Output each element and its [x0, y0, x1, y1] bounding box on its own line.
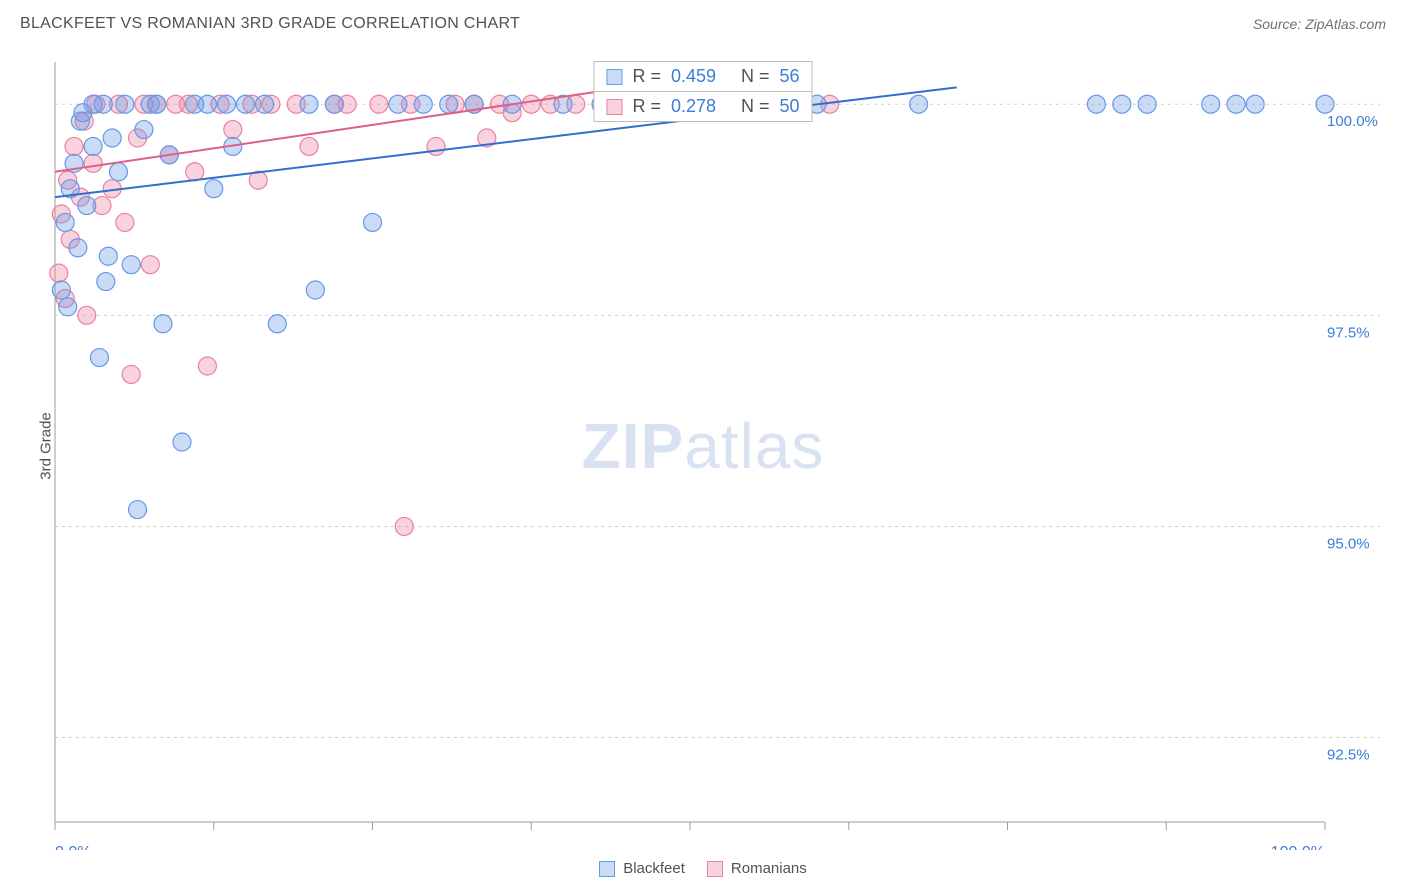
legend-item: Blackfeet: [599, 860, 685, 877]
correlation-legend: R = 0.459 N = 56 R = 0.278 N = 50: [593, 62, 812, 122]
correlation-chart: 92.5% 95.0% 97.5% 100.0% 0.0% 100.0%: [45, 50, 1385, 850]
legend-label: Romanians: [731, 860, 807, 877]
correlation-row: R = 0.278 N = 50: [593, 91, 812, 122]
svg-text:97.5%: 97.5%: [1327, 324, 1370, 341]
source-label: Source: ZipAtlas.com: [1253, 16, 1386, 32]
legend-swatch: [707, 861, 723, 877]
svg-text:100.0%: 100.0%: [1271, 844, 1325, 850]
svg-text:95.0%: 95.0%: [1327, 535, 1370, 552]
legend-label: Blackfeet: [623, 860, 685, 877]
svg-text:100.0%: 100.0%: [1327, 113, 1378, 130]
legend-item: Romanians: [707, 860, 807, 877]
legend-swatch: [606, 99, 622, 115]
legend-swatch: [599, 861, 615, 877]
series-legend: Blackfeet Romanians: [0, 860, 1406, 877]
svg-text:0.0%: 0.0%: [55, 844, 91, 850]
chart-title: BLACKFEET VS ROMANIAN 3RD GRADE CORRELAT…: [20, 15, 520, 33]
legend-swatch: [606, 69, 622, 85]
svg-text:92.5%: 92.5%: [1327, 747, 1370, 764]
correlation-row: R = 0.459 N = 56: [593, 61, 812, 92]
